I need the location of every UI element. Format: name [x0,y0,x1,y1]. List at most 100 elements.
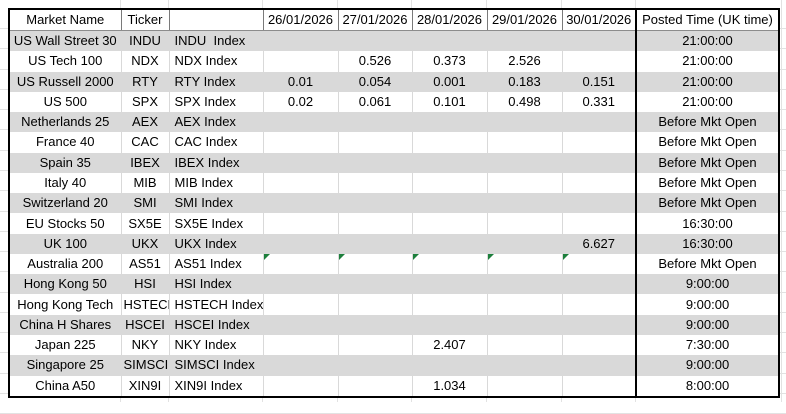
cell-value[interactable] [412,294,488,315]
cell-posted-time[interactable]: Before Mkt Open [635,152,779,173]
cell-value[interactable] [263,172,339,194]
cell-posted-time[interactable]: 16:30:00 [635,233,779,254]
cell-value[interactable] [562,172,637,194]
cell-value[interactable] [487,355,563,376]
cell-posted-time[interactable]: 21:00:00 [635,51,779,72]
cell-value[interactable] [338,355,413,376]
cell-value[interactable] [263,233,339,254]
cell-index-name[interactable]: XIN9I Index [169,375,264,397]
cell-value[interactable] [338,213,413,234]
cell-posted-time[interactable]: 16:30:00 [635,213,779,234]
cell-value[interactable] [562,253,637,275]
cell-value[interactable] [338,112,413,133]
cell-index-name[interactable]: SX5E Index [169,213,264,234]
cell-market-name[interactable]: France 40 [9,132,122,153]
cell-value[interactable] [562,274,637,295]
cell-market-name[interactable]: US 500 [9,91,122,113]
cell-value[interactable] [562,334,637,356]
cell-ticker[interactable]: SX5E [121,213,170,234]
cell-posted-time[interactable]: Before Mkt Open [635,112,779,133]
cell-value[interactable] [338,193,413,214]
cell-value[interactable] [263,294,339,315]
cell-value[interactable] [487,294,563,315]
cell-market-name[interactable]: Hong Kong 50 [9,274,122,295]
cell-value[interactable] [263,314,339,335]
cell-index-name[interactable]: NDX Index [169,51,264,72]
cell-value[interactable]: 1.034 [412,375,488,397]
cell-value[interactable] [338,172,413,194]
cell-posted-time[interactable]: 9:00:00 [635,355,779,376]
cell-index-name[interactable]: MIB Index [169,172,264,194]
cell-ticker[interactable]: RTY [121,71,170,92]
cell-posted-time[interactable]: 21:00:00 [635,91,779,113]
cell-value[interactable]: 0.331 [562,91,637,113]
cell-posted-time[interactable]: 8:00:00 [635,375,779,397]
column-header-27-01-2026[interactable]: 27/01/2026 [338,9,413,31]
cell-posted-time[interactable]: 9:00:00 [635,274,779,295]
cell-value[interactable] [263,132,339,153]
cell-ticker[interactable]: UKX [121,233,170,254]
cell-value[interactable] [263,355,339,376]
cell-value[interactable] [412,355,488,376]
cell-value[interactable] [338,152,413,173]
cell-value[interactable] [338,132,413,153]
cell-value[interactable] [412,152,488,173]
cell-value[interactable] [562,213,637,234]
cell-ticker[interactable]: SIMSCI [121,355,170,376]
cell-value[interactable] [562,375,637,397]
cell-market-name[interactable]: Netherlands 25 [9,112,122,133]
cell-market-name[interactable]: Singapore 25 [9,355,122,376]
cell-value[interactable] [412,213,488,234]
cell-value[interactable] [562,30,637,52]
cell-ticker[interactable]: XIN9I [121,375,170,397]
cell-value[interactable]: 0.101 [412,91,488,113]
cell-value[interactable] [487,193,563,214]
column-header-29-01-2026[interactable]: 29/01/2026 [487,9,563,31]
cell-market-name[interactable]: China H Shares [9,314,122,335]
cell-market-name[interactable]: Switzerland 20 [9,193,122,214]
cell-value[interactable] [412,233,488,254]
cell-value[interactable]: 2.407 [412,334,488,356]
cell-posted-time[interactable]: 9:00:00 [635,294,779,315]
cell-ticker[interactable]: INDU [121,30,170,52]
cell-market-name[interactable]: EU Stocks 50 [9,213,122,234]
cell-market-name[interactable]: US Tech 100 [9,51,122,72]
cell-value[interactable] [487,233,563,254]
cell-value[interactable]: 0.02 [263,91,339,113]
column-header-posted-time-uk-time[interactable]: Posted Time (UK time) [635,9,779,31]
cell-value[interactable] [338,233,413,254]
cell-index-name[interactable]: CAC Index [169,132,264,153]
cell-index-name[interactable]: IBEX Index [169,152,264,173]
cell-ticker[interactable]: NDX [121,51,170,72]
cell-value[interactable] [263,213,339,234]
cell-value[interactable] [487,132,563,153]
cell-value[interactable] [412,132,488,153]
cell-value[interactable] [412,30,488,52]
cell-value[interactable] [487,112,563,133]
cell-index-name[interactable]: INDU Index [169,30,264,52]
cell-value[interactable]: 0.061 [338,91,413,113]
cell-value[interactable] [263,375,339,397]
cell-value[interactable]: 0.01 [263,71,339,92]
cell-value[interactable]: 0.001 [412,71,488,92]
column-header-market-name[interactable]: Market Name [9,9,122,31]
cell-value[interactable] [562,294,637,315]
cell-value[interactable] [487,152,563,173]
cell-value[interactable] [338,30,413,52]
cell-market-name[interactable]: Spain 35 [9,152,122,173]
cell-value[interactable] [487,334,563,356]
cell-value[interactable] [263,152,339,173]
cell-index-name[interactable]: SPX Index [169,91,264,113]
cell-value[interactable] [487,314,563,335]
column-header-30-01-2026[interactable]: 30/01/2026 [562,9,637,31]
cell-value[interactable] [263,30,339,52]
cell-value[interactable]: 0.373 [412,51,488,72]
cell-value[interactable]: 0.151 [562,71,637,92]
cell-ticker[interactable]: MIB [121,172,170,194]
cell-value[interactable] [562,112,637,133]
cell-value[interactable]: 0.498 [487,91,563,113]
cell-market-name[interactable]: US Russell 2000 [9,71,122,92]
cell-value[interactable] [412,112,488,133]
cell-ticker[interactable]: IBEX [121,152,170,173]
cell-index-name[interactable]: AS51 Index [169,253,264,275]
